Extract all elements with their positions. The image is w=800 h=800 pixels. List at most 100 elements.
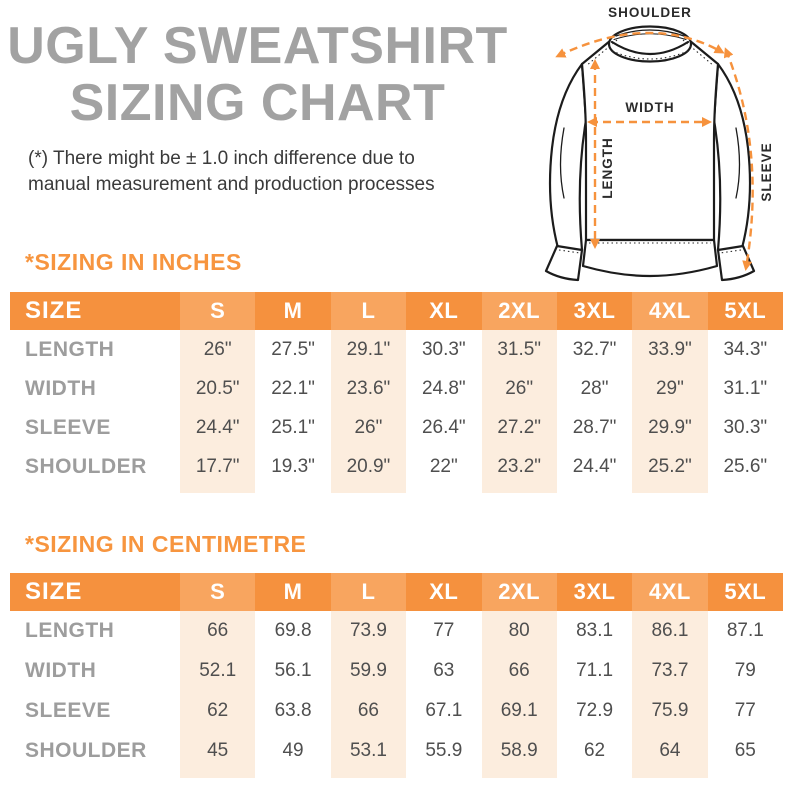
size-value: 77 [433,620,455,641]
measurement-row-sleeve: SLEEVE 24.4" 25.1" 26" 26.4" 27.2" 28.7" 29.9" 3… [10,408,783,447]
col-header-s: S [180,292,256,330]
size-value: 65 [734,740,756,761]
row-label: SHOULDER [25,739,147,762]
centimetre-section-heading: *SIZING IN CENTIMETRE [25,531,307,557]
sweatshirt-illustration [544,25,756,282]
spacer-cell [180,486,256,493]
size-value: 66 [481,651,557,691]
size-value: 31.5" [481,330,557,369]
col-header-2xl: 2XL [481,573,557,611]
col-header-5xl: 5XL [707,292,783,330]
row-label: SLEEVE [25,415,111,439]
length-arrow-label: LENGTH [600,137,615,199]
col-header-4xl: 4XL [632,573,708,611]
spacer-cell [406,771,481,778]
measurement-row-length: LENGTH 26" 27.5" 29.1" 30.3" 31.5" 32.7" 33.9" 3… [10,330,783,369]
size-value: 29.9" [632,408,708,447]
size-value: 31.1" [723,377,768,399]
shoulder-arrow-label: SHOULDER [608,5,692,20]
column-stripe-spacer [10,771,783,778]
size-value: 52.1 [180,651,256,691]
size-value: 69.1 [481,691,557,731]
size-value: 27.5" [271,338,315,360]
size-value: 73.9 [330,611,407,651]
spacer-cell [255,771,330,778]
spacer-cell [481,771,557,778]
size-value: 33.9" [632,330,708,369]
row-label: WIDTH [25,376,97,400]
size-value: 24.4" [180,408,256,447]
spacer-cell [557,771,632,778]
col-header-l: L [330,573,407,611]
spacer-cell [10,486,180,493]
size-value: 26.4" [421,416,466,438]
size-value: 24.8" [421,377,466,399]
disclaimer-note: (*) There might be ± 1.0 inch difference… [28,146,533,198]
size-value: 22" [429,455,458,477]
inches-section-heading: *SIZING IN INCHES [25,249,242,275]
size-value: 87.1 [726,620,764,641]
spacer-cell [632,486,708,493]
spacer-cell [557,486,632,493]
size-value: 20.5" [180,369,256,408]
size-value: 29.1" [330,330,407,369]
spacer-cell [406,486,481,493]
centimetre-size-table: SIZE S M L XL 2XL 3XL 4XL 5XL LENGTH 66 69.8 73.9 77 8… [10,573,783,778]
measurement-row-shoulder: SHOULDER 17.7" 19.3" 20.9" 22" 23.2" 24.4" 25.2… [10,447,783,486]
size-value: 59.9 [330,651,407,691]
spacer-cell [632,771,708,778]
size-value: 86.1 [632,611,708,651]
size-value: 30.3" [723,416,768,438]
col-header-m: M [255,573,331,611]
size-value: 71.1 [576,660,614,681]
col-header-xl: XL [406,292,482,330]
size-value: 62 [180,691,256,731]
spacer-cell [708,486,783,493]
size-value: 26" [481,369,557,408]
size-value: 63 [433,660,455,681]
size-value: 66 [330,691,407,731]
sleeve-arrow-label: SLEEVE [759,142,774,201]
spacer-cell [330,486,407,493]
size-value: 27.2" [481,408,557,447]
size-col-header: SIZE [10,292,180,330]
measurement-arrows [555,31,754,271]
spacer-cell [10,771,180,778]
size-value: 72.9 [576,700,614,721]
size-value: 66 [180,611,256,651]
size-value: 80 [481,611,557,651]
size-value: 24.4" [572,455,617,477]
size-value: 73.7 [632,651,708,691]
size-value: 62 [583,740,606,761]
size-value: 63.8 [274,700,312,721]
column-stripe-spacer [10,486,783,493]
page-title: UGLY SWEATSHIRT SIZING CHART [0,18,515,132]
disclaimer-line-1: (*) There might be ± 1.0 inch difference… [28,148,415,169]
size-value: 58.9 [481,731,557,771]
row-label: LENGTH [25,619,115,642]
size-value: 26" [330,408,407,447]
col-header-m: M [255,292,331,330]
size-value: 29" [632,369,708,408]
row-label: LENGTH [25,337,115,361]
size-value: 22.1" [271,377,315,399]
size-value: 30.3" [421,338,466,360]
measurement-row-sleeve: SLEEVE 62 63.8 66 67.1 69.1 72.9 75.9 77 [10,691,783,731]
spacer-cell [255,486,330,493]
col-header-3xl: 3XL [556,573,633,611]
size-value: 55.9 [425,740,463,761]
size-value: 25.2" [632,447,708,486]
size-value: 69.8 [274,620,312,641]
col-header-xl: XL [406,573,482,611]
size-value: 25.6" [723,455,768,477]
size-value: 25.1" [271,416,315,438]
width-arrow-label: WIDTH [625,100,674,115]
measurement-row-width: WIDTH 20.5" 22.1" 23.6" 24.8" 26" 28" 29" 31.1" [10,369,783,408]
size-value: 26" [180,330,256,369]
size-value: 17.7" [180,447,256,486]
spacer-cell [180,771,256,778]
size-value: 77 [734,700,756,721]
size-value: 32.7" [572,338,617,360]
size-value: 28.7" [572,416,617,438]
